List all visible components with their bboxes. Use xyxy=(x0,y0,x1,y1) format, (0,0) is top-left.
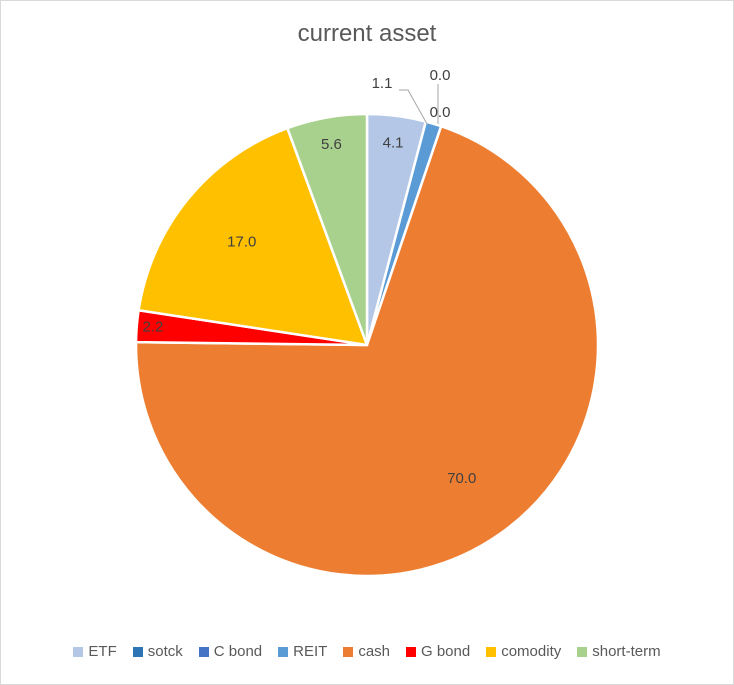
legend-swatch-g-bond xyxy=(406,646,416,657)
legend-item-etf: ETF xyxy=(73,643,117,660)
data-label-etf: 4.1 xyxy=(383,134,404,151)
data-label-short-term: 5.6 xyxy=(321,136,342,153)
legend-label-c-bond: C bond xyxy=(213,643,263,660)
legend-swatch-cash xyxy=(343,646,354,657)
pie-slice-cash xyxy=(134,124,600,578)
leader-line-reit xyxy=(399,89,428,125)
legend-swatch-reit xyxy=(278,646,289,657)
legend-item-reit: REIT xyxy=(278,643,327,660)
legend-item-cash: cash xyxy=(343,643,390,660)
legend-item-c-bond: C bond xyxy=(198,643,263,660)
legend-swatch-short-term xyxy=(577,646,588,657)
legend-item-short-term: short-term xyxy=(577,643,661,660)
legend-swatch-sotck xyxy=(132,646,143,657)
chart-title: current asset xyxy=(297,20,437,47)
legend-swatch-comodity xyxy=(486,646,497,657)
legend-swatch-c-bond xyxy=(198,646,209,657)
legend: ETF sotck C bond REIT cash G bond comodity shor… xyxy=(0,643,734,660)
data-label-c-bond: 0.0 xyxy=(430,104,451,121)
pie-chart: 4.1 0.0 0.0 1.1 70.0 2.2 17.0 5.6 xyxy=(134,67,600,578)
legend-item-g-bond: G bond xyxy=(406,643,470,660)
data-label-comodity: 17.0 xyxy=(227,234,256,251)
pie-slice-comodity xyxy=(137,126,369,347)
legend-item-sotck: sotck xyxy=(132,643,183,660)
legend-label-short-term: short-term xyxy=(592,643,661,660)
data-label-g-bond: 2.2 xyxy=(142,318,163,335)
data-label-reit: 1.1 xyxy=(372,75,393,92)
legend-item-comodity: comodity xyxy=(486,643,561,660)
legend-label-cash: cash xyxy=(358,643,390,660)
legend-swatch-etf xyxy=(73,646,84,657)
data-label-sotck: 0.0 xyxy=(430,67,451,84)
pie-slice-short-term xyxy=(286,112,369,347)
legend-label-etf: ETF xyxy=(88,643,117,660)
legend-label-reit: REIT xyxy=(293,643,328,660)
legend-label-comodity: comodity xyxy=(501,643,562,660)
data-label-cash: 70.0 xyxy=(447,470,476,487)
legend-label-g-bond: G bond xyxy=(421,643,471,660)
legend-label-sotck: sotck xyxy=(147,643,183,660)
